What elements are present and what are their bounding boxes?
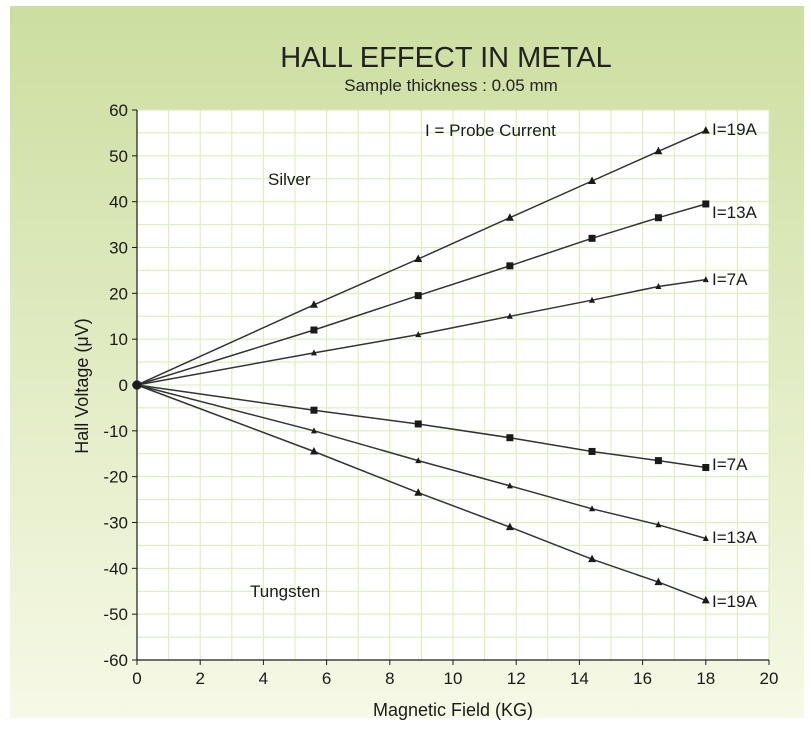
x-tick-label: 12 [507, 669, 526, 688]
data-point [655, 521, 662, 528]
x-tick-label: 16 [633, 669, 652, 688]
data-point [310, 326, 318, 334]
data-point [655, 282, 662, 289]
data-point [654, 214, 662, 222]
data-point [702, 535, 709, 542]
data-point [414, 488, 423, 496]
data-point [654, 577, 663, 586]
data-point [310, 406, 318, 414]
data-point [414, 254, 423, 262]
data-point [588, 447, 596, 455]
x-tick-label: 6 [322, 669, 331, 688]
chart-title: HALL EFFECT IN METAL [280, 42, 611, 74]
x-tick-label: 18 [696, 669, 715, 688]
x-tick-label: 2 [195, 669, 204, 688]
data-point [415, 457, 422, 464]
data-point [505, 213, 514, 221]
data-point [506, 262, 514, 270]
series-label-tungsten-13a: I=13A [712, 528, 758, 547]
data-point [701, 126, 710, 134]
data-point [654, 457, 662, 465]
data-point [589, 296, 596, 303]
x-axis-label: Magnetic Field (KG) [373, 700, 533, 720]
y-tick-label: -50 [103, 605, 128, 624]
y-tick-label: -30 [103, 514, 128, 533]
data-point [414, 292, 422, 300]
data-point [309, 300, 318, 308]
data-point [654, 146, 663, 155]
y-tick-label: 60 [109, 101, 128, 120]
data-point [702, 276, 709, 283]
y-tick-label: 0 [119, 376, 128, 395]
series-label-silver-13a: I=13A [712, 203, 758, 222]
data-point [506, 312, 513, 319]
data-point [588, 176, 597, 185]
y-tick-label: -60 [103, 651, 128, 670]
data-point [702, 464, 710, 471]
series-label-silver-19a: I=19A [712, 120, 758, 139]
data-point [702, 200, 710, 208]
y-tick-label: 50 [109, 147, 128, 166]
x-tick-label: 20 [760, 669, 779, 688]
data-point [309, 446, 318, 455]
data-point [588, 554, 597, 563]
series-label-tungsten-7a: I=7A [712, 455, 748, 474]
series-label-tungsten-19a: I=19A [712, 592, 758, 611]
gridlines [136, 109, 770, 661]
x-tick-label: 0 [132, 669, 141, 688]
data-points [132, 126, 710, 604]
series-label-silver-7a: I=7A [712, 270, 748, 289]
y-tick-label: -40 [103, 559, 128, 578]
y-tick-label: -10 [103, 422, 128, 441]
chart-subtitle: Sample thickness : 0.05 mm [344, 76, 558, 95]
y-tick-label: 40 [109, 193, 128, 212]
data-point [415, 331, 422, 338]
annotation-silver: Silver [268, 170, 311, 189]
data-point [589, 505, 596, 512]
x-tick-label: 10 [444, 669, 463, 688]
annotation-tungsten: Tungsten [250, 582, 320, 601]
y-tick-label: -20 [103, 468, 128, 487]
y-tick-label: 10 [109, 330, 128, 349]
x-tick-label: 14 [570, 669, 589, 688]
y-axis-label: Hall Voltage (μV) [72, 318, 92, 453]
data-point [701, 595, 710, 604]
x-tick-label: 4 [259, 669, 268, 688]
data-point [588, 234, 596, 242]
data-point [505, 522, 514, 531]
data-point [310, 349, 317, 356]
x-tick-label: 8 [385, 669, 394, 688]
axes: 0 2 4 6 8 10 12 14 16 18 20 60 50 40 30 20 10 0 -10 -20 -30 -… [103, 101, 778, 688]
y-tick-label: 20 [109, 284, 128, 303]
data-point [506, 482, 513, 489]
data-point [310, 427, 317, 434]
y-tick-label: 30 [109, 239, 128, 258]
data-point [414, 420, 422, 428]
data-point [506, 434, 514, 442]
data-point [132, 380, 142, 390]
annotation-probe-current: I = Probe Current [425, 121, 556, 140]
